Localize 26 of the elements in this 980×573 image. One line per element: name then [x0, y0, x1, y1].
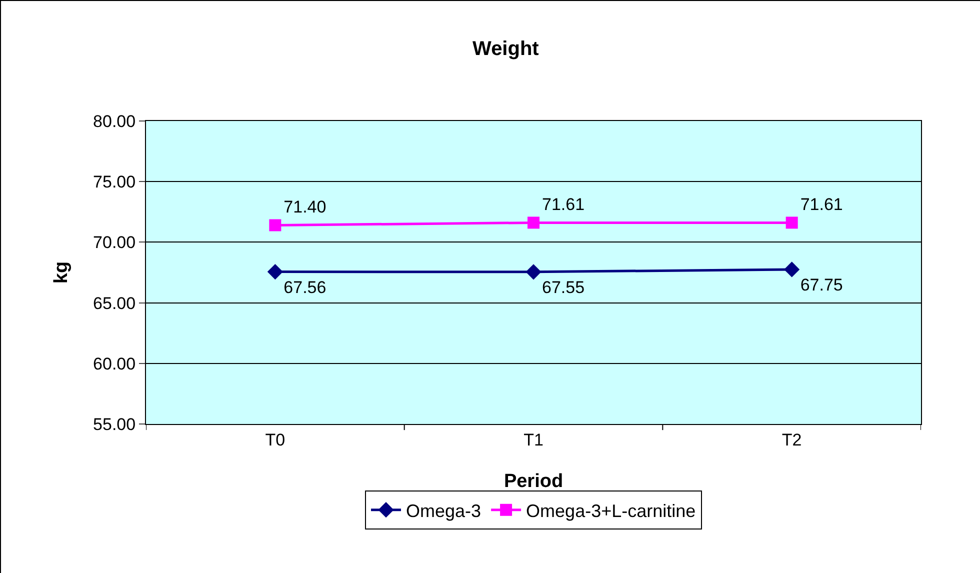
point — [269, 219, 282, 232]
data-label: 67.55 — [542, 278, 585, 298]
point — [267, 264, 283, 280]
x-axis-title: Period — [504, 471, 564, 492]
y-tick-label: 70.00 — [93, 233, 136, 252]
y-tick-label: 80.00 — [93, 112, 136, 131]
x-tick-label: T2 — [782, 430, 802, 450]
y-tick-label: 65.00 — [93, 294, 136, 313]
legend-label: Omega-3+L-carnitine — [526, 500, 696, 521]
data-label: 71.61 — [800, 194, 843, 214]
data-label: 67.75 — [800, 276, 843, 295]
chart-title: Weight — [472, 38, 540, 60]
x-tick-label: T0 — [265, 430, 286, 450]
point — [526, 264, 542, 280]
x-tick-label: T1 — [524, 430, 544, 450]
point — [784, 262, 800, 278]
y-axis-title: kg — [50, 261, 72, 284]
point — [786, 216, 798, 229]
data-label: 71.40 — [284, 197, 326, 216]
point — [528, 216, 540, 229]
data-label: 67.56 — [284, 278, 326, 298]
y-tick-label: 60.00 — [93, 354, 136, 374]
data-label: 71.61 — [542, 194, 585, 214]
y-tick-label: 75.00 — [93, 172, 136, 192]
legend-label: Omega-3 — [406, 500, 482, 521]
y-tick-label: 55.00 — [93, 414, 136, 434]
